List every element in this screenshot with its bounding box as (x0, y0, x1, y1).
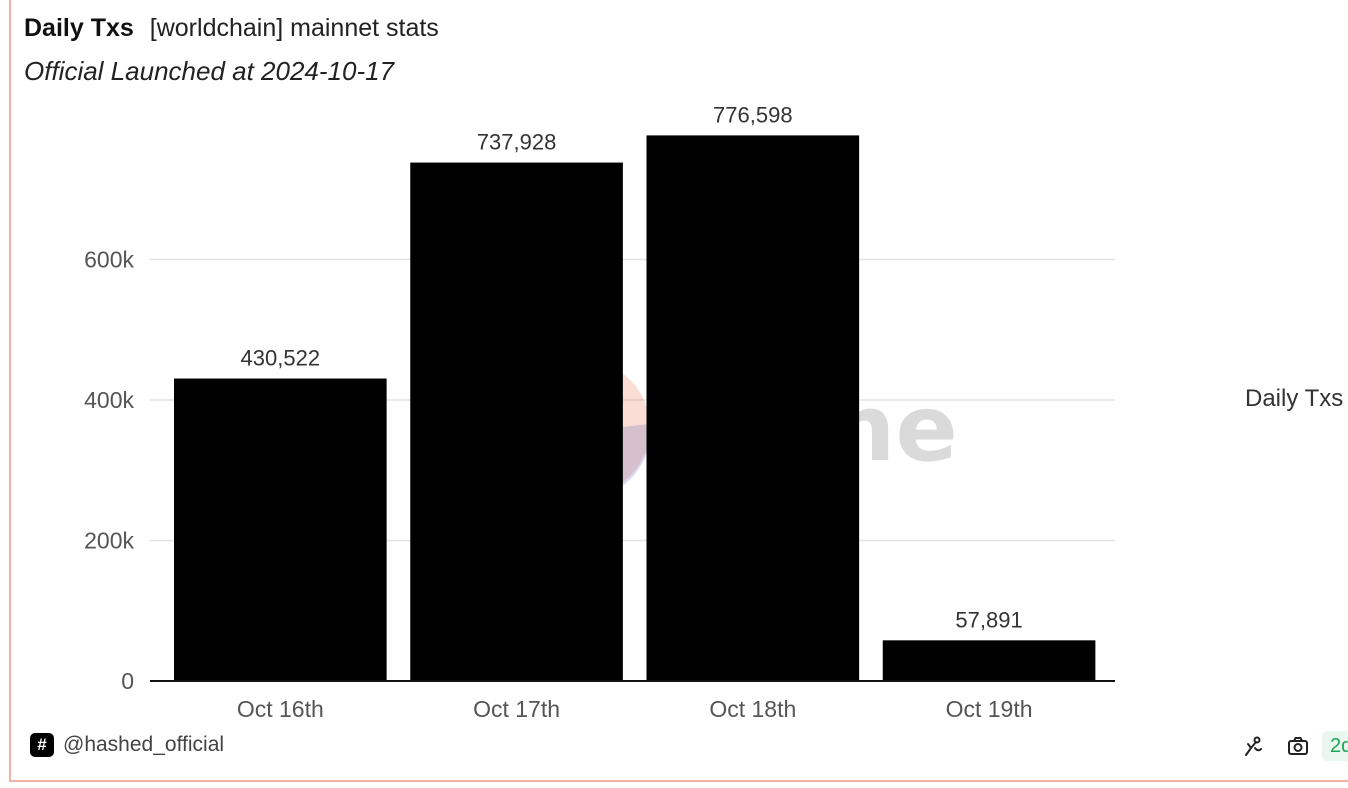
footer-user[interactable]: # @hashed_official (30, 733, 224, 757)
legend-series-label[interactable]: Daily Txs (1245, 385, 1344, 412)
chart-title: Daily Txs (24, 14, 134, 42)
bar[interactable] (174, 378, 387, 681)
username-link[interactable]: @hashed_official (63, 733, 225, 756)
bar[interactable] (646, 135, 860, 681)
y-tick-label: 0 (121, 668, 134, 694)
data-label: 737,928 (477, 130, 557, 155)
chart-title-row: Daily Txs [worldchain] mainnet stats (24, 14, 439, 43)
x-tick-label: Oct 17th (473, 696, 560, 722)
x-tick-label: Oct 18th (709, 696, 796, 722)
chart-card (9, 0, 1348, 782)
bar[interactable] (410, 162, 623, 681)
x-tick-label: Oct 19th (946, 696, 1033, 722)
data-label: 57,891 (955, 607, 1022, 632)
data-label: 430,522 (241, 346, 321, 371)
data-label: 776,598 (713, 102, 793, 127)
y-tick-label: 600k (84, 246, 134, 272)
camera-icon[interactable] (1286, 734, 1310, 758)
age-badge: 2d (1322, 731, 1348, 761)
bar[interactable] (882, 640, 1096, 681)
fork-icon[interactable] (1241, 734, 1265, 758)
y-tick-label: 200k (84, 527, 134, 553)
labels: 0 200k 400k 600k 430,522 Oct 16th 737,928 Oct 1… (84, 102, 1115, 722)
y-tick-label: 400k (84, 387, 134, 413)
chart-subtitle: Official Launched at 2024-10-17 (24, 56, 395, 86)
bars (174, 135, 1096, 681)
x-tick-label: Oct 16th (237, 696, 324, 722)
hash-icon: # (30, 733, 54, 757)
chart-inline-subtitle: [worldchain] mainnet stats (149, 14, 439, 42)
